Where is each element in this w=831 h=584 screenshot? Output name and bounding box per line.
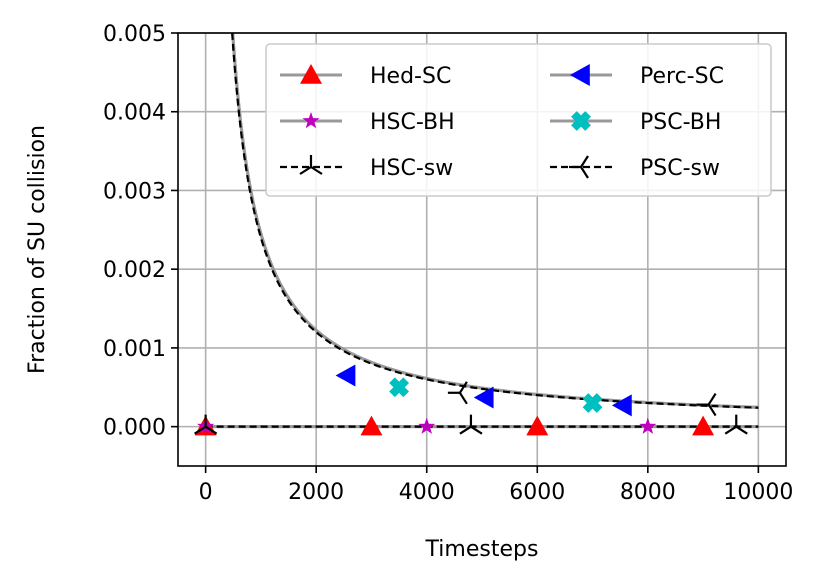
legend-marker-psc-sw-stroke: [580, 155, 589, 168]
data-point-hsc-sw: [459, 414, 483, 435]
x-tick-label: 2000: [288, 480, 344, 505]
data-point-hed-sc: [360, 415, 383, 436]
data-point-hsc-sw-stroke: [735, 425, 748, 435]
data-point-psc-sw: [447, 381, 468, 405]
y-tick-label: 0.005: [103, 22, 166, 47]
data-point-psc-sw-stroke: [707, 393, 717, 406]
y-tick-label: 0.002: [103, 258, 166, 283]
legend-label-hsc-sw: HSC-sw: [370, 156, 453, 181]
legend-marker-hed-sc: [300, 64, 322, 84]
data-point-psc-bh-bar: [389, 377, 409, 398]
x-axis-label: Timesteps: [425, 537, 539, 562]
legend-box: [265, 43, 772, 197]
series-line-psc-sw: [231, 33, 759, 409]
data-point-hsc-sw-stroke: [194, 425, 207, 435]
data-point-psc-sw-stroke: [458, 381, 468, 394]
data-point-hsc-bh: [418, 417, 436, 434]
data-point-psc-sw-stroke: [707, 404, 717, 417]
data-point-hsc-sw: [724, 414, 748, 435]
legend-label-hed-sc: Hed-SC: [370, 64, 451, 89]
data-point-hsc-sw-stroke: [470, 425, 483, 435]
x-tick-label: 8000: [620, 480, 676, 505]
data-point-hsc-sw-stroke: [459, 425, 472, 435]
data-point-psc-sw: [696, 393, 717, 417]
y-tick-label: 0.004: [103, 101, 166, 126]
legend-marker-psc-bh: [571, 111, 591, 131]
data-point-hed-sc: [692, 415, 715, 436]
data-point-hsc-sw-stroke: [205, 425, 218, 435]
data-point-psc-bh-bar: [582, 393, 603, 413]
data-point-psc-sw-stroke: [458, 392, 468, 405]
legend-marker-hsc-bh: [302, 112, 320, 129]
x-tick-label: 10000: [723, 480, 793, 505]
data-point-perc-sc: [473, 386, 494, 409]
data-point-hed-sc: [526, 415, 549, 436]
data-point-perc-sc: [611, 394, 632, 417]
legend-label-hsc-bh: HSC-BH: [370, 110, 455, 135]
x-tick-label: 0: [199, 480, 213, 505]
data-point-perc-sc: [335, 364, 356, 387]
legend-marker-psc-sw: [569, 155, 589, 179]
axes-frame: [177, 32, 787, 467]
legend-marker-psc-sw-stroke: [580, 166, 589, 179]
legend-marker-hsc-sw-stroke: [299, 166, 312, 175]
data-point-hsc-sw: [194, 414, 218, 435]
y-tick-label: 0.003: [103, 179, 166, 204]
data-point-hsc-bh: [639, 417, 657, 434]
legend-marker-perc-sc: [570, 64, 590, 86]
axes: 0 2000 4000 6000 8000 10000 0.000 0.001 0.002 0.0…: [103, 22, 793, 505]
legend-label-perc-sc: Perc-SC: [640, 64, 724, 89]
legend-marker-hsc-sw-stroke: [310, 166, 323, 175]
x-tick-label: 4000: [399, 480, 455, 505]
x-tick-label: 6000: [509, 480, 565, 505]
legend-marker-hsc-sw: [299, 155, 323, 175]
legend-label-psc-sw: PSC-sw: [640, 156, 720, 181]
legend: Hed-SC HSC-BH HSC-sw Perc-SC PSC-BH PSC-sw: [265, 43, 772, 197]
plot-area: [194, 33, 759, 436]
legend-marker-psc-bh-bar: [571, 111, 591, 131]
y-axis-label: Fraction of SU collision: [25, 125, 50, 374]
data-point-hsc-sw-stroke: [724, 425, 737, 435]
data-point-psc-bh: [582, 393, 603, 413]
legend-label-psc-bh: PSC-BH: [640, 110, 721, 135]
y-tick-label: 0.000: [103, 416, 166, 441]
y-tick-label: 0.001: [103, 337, 166, 362]
data-point-psc-bh: [389, 377, 409, 398]
